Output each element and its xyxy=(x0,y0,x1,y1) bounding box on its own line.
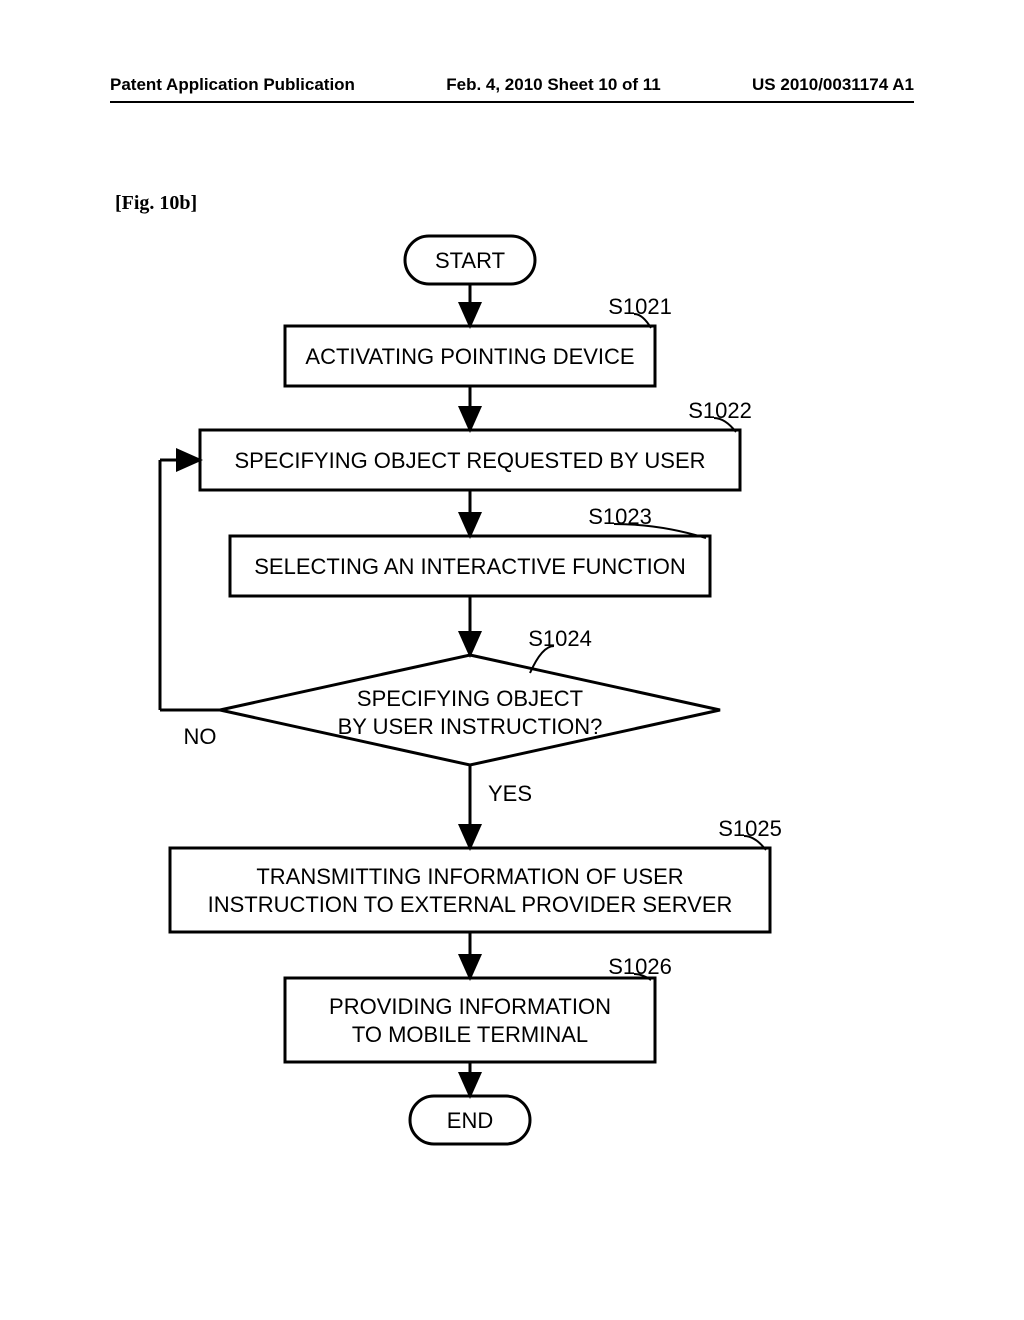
svg-text:PROVIDING INFORMATION: PROVIDING INFORMATION xyxy=(329,994,611,1019)
svg-text:SELECTING AN INTERACTIVE FUNCT: SELECTING AN INTERACTIVE FUNCTION xyxy=(254,554,686,579)
svg-text:BY USER INSTRUCTION?: BY USER INSTRUCTION? xyxy=(338,714,603,739)
svg-text:SPECIFYING OBJECT: SPECIFYING OBJECT xyxy=(357,686,583,711)
svg-text:TO MOBILE TERMINAL: TO MOBILE TERMINAL xyxy=(352,1022,588,1047)
svg-text:END: END xyxy=(447,1108,493,1133)
svg-text:INSTRUCTION TO EXTERNAL PROVID: INSTRUCTION TO EXTERNAL PROVIDER SERVER xyxy=(208,892,733,917)
svg-text:TRANSMITTING INFORMATION OF US: TRANSMITTING INFORMATION OF USER xyxy=(256,864,683,889)
svg-text:START: START xyxy=(435,248,505,273)
svg-text:YES: YES xyxy=(488,781,532,806)
svg-text:ACTIVATING POINTING DEVICE: ACTIVATING POINTING DEVICE xyxy=(305,344,634,369)
svg-text:S1024: S1024 xyxy=(528,626,592,651)
svg-text:NO: NO xyxy=(184,724,217,749)
svg-text:SPECIFYING OBJECT REQUESTED BY: SPECIFYING OBJECT REQUESTED BY USER xyxy=(234,448,705,473)
flowchart-svg: STARTACTIVATING POINTING DEVICES1021SPEC… xyxy=(0,0,1024,1320)
